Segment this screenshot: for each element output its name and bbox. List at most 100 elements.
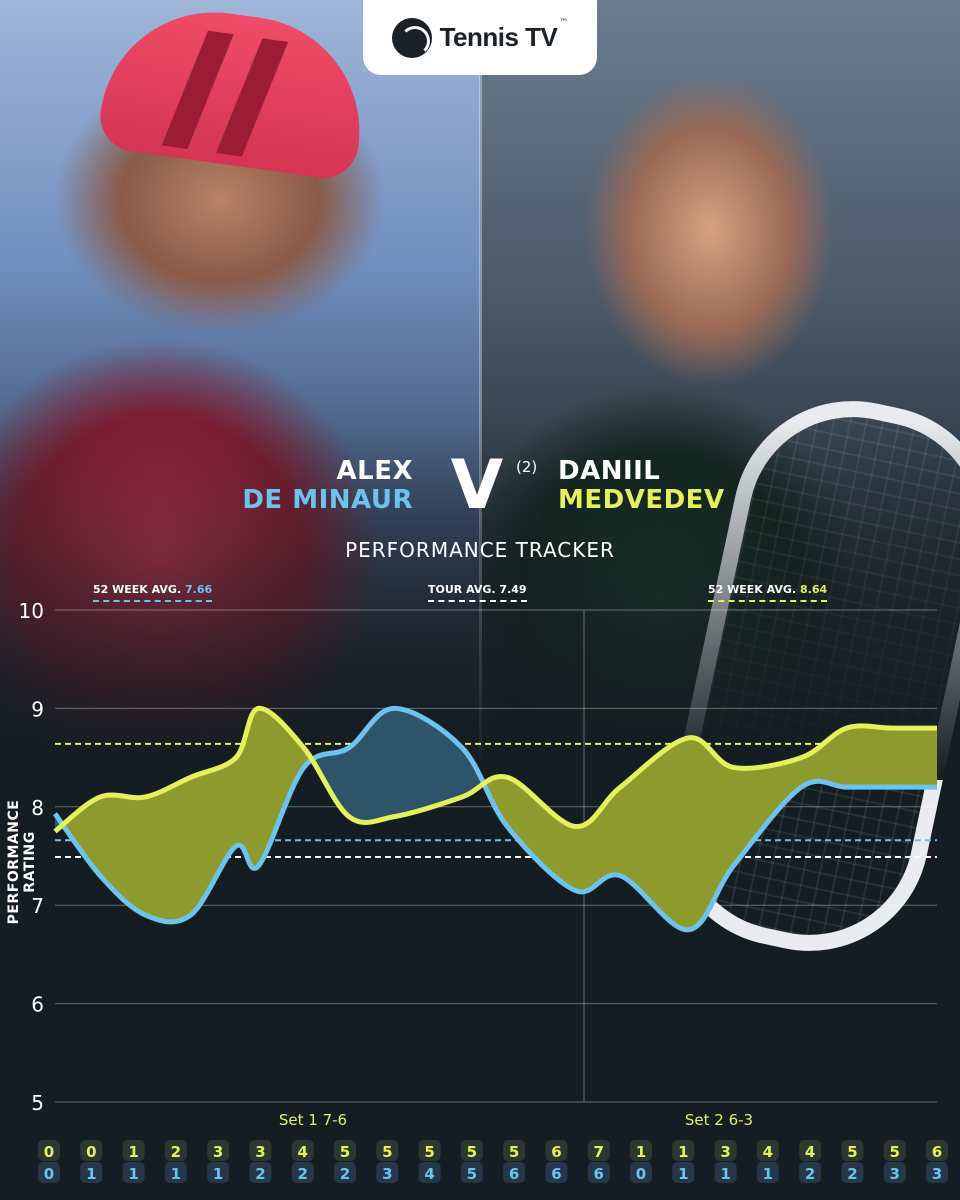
cap-image <box>95 0 375 183</box>
game-chip-bottom-5 <box>249 1162 272 1183</box>
y-tick-label-10: 10 <box>19 599 44 623</box>
game-score-player2-13: 7 <box>593 1143 603 1161</box>
game-chip-top-17 <box>756 1140 779 1161</box>
game-chip-top-6 <box>291 1140 314 1161</box>
player1-average: 52 WEEK AVG. 7.66 <box>93 583 213 602</box>
game-score-player2-11: 5 <box>509 1143 519 1161</box>
y-tick-label-8: 8 <box>31 796 44 820</box>
game-score-player1-10: 5 <box>467 1165 477 1183</box>
game-chip-bottom-7 <box>334 1162 356 1183</box>
game-chip-bottom-2 <box>122 1162 145 1183</box>
game-score-player2-14: 1 <box>636 1143 646 1161</box>
player2-last-name: MEDVEDEV <box>558 485 725 515</box>
set-label-2: Set 2 6-3 <box>685 1111 753 1129</box>
game-chip-top-18 <box>799 1140 822 1161</box>
trademark-symbol: ™ <box>559 18 569 28</box>
game-chip-top-11 <box>503 1140 526 1161</box>
game-chip-bottom-21 <box>926 1162 948 1183</box>
game-score-player1-12: 6 <box>551 1165 561 1183</box>
game-score-player1-7: 2 <box>340 1165 350 1183</box>
game-score-player1-5: 2 <box>255 1165 265 1183</box>
game-chip-top-19 <box>841 1140 864 1161</box>
tour-average: TOUR AVG. 7.49 <box>428 583 527 602</box>
game-score-player2-19: 5 <box>847 1143 857 1161</box>
game-chip-top-20 <box>883 1140 906 1161</box>
game-chip-bottom-10 <box>460 1162 483 1183</box>
y-tick-label-7: 7 <box>31 894 44 918</box>
game-chip-top-15 <box>672 1140 695 1161</box>
game-chip-top-16 <box>714 1140 737 1161</box>
game-score-player1-18: 2 <box>805 1165 815 1183</box>
series-line-player1 <box>52 705 937 933</box>
game-chip-top-9 <box>418 1140 441 1161</box>
player2-average-label: 52 WEEK AVG. <box>708 583 797 596</box>
game-score-player1-3: 1 <box>171 1165 181 1183</box>
player2-first-name: DANIIL <box>558 456 661 486</box>
game-chip-bottom-13 <box>587 1162 610 1183</box>
player1-average-label: 52 WEEK AVG. <box>93 583 182 596</box>
player2-average: 52 WEEK AVG. 8.64 <box>708 583 828 602</box>
game-score-player2-10: 5 <box>467 1143 477 1161</box>
game-score-player1-0: 0 <box>44 1165 54 1183</box>
game-score-player1-16: 1 <box>720 1165 730 1183</box>
game-score-player2-20: 5 <box>889 1143 899 1161</box>
game-chip-bottom-18 <box>799 1162 822 1183</box>
game-chip-bottom-4 <box>207 1162 230 1183</box>
game-score-player1-21: 3 <box>932 1165 942 1183</box>
chart-title: PERFORMANCE TRACKER <box>345 538 615 562</box>
game-chip-top-0 <box>38 1140 60 1161</box>
game-score-player2-6: 4 <box>297 1143 307 1161</box>
game-chip-bottom-12 <box>545 1162 568 1183</box>
game-score-player2-3: 2 <box>171 1143 181 1161</box>
y-tick-label-5: 5 <box>31 1091 44 1115</box>
game-chip-bottom-6 <box>291 1162 314 1183</box>
game-chip-bottom-16 <box>714 1162 737 1183</box>
game-score-player1-8: 3 <box>382 1165 392 1183</box>
player1-last-name: DE MINAUR <box>242 485 413 515</box>
game-chip-bottom-17 <box>756 1162 779 1183</box>
game-chip-bottom-20 <box>883 1162 906 1183</box>
player1-average-value: 7.66 <box>184 583 213 596</box>
game-chip-top-21 <box>926 1140 948 1161</box>
tour-average-value: 7.49 <box>499 583 527 596</box>
game-score-player1-15: 1 <box>678 1165 688 1183</box>
series-line-player2 <box>53 705 937 834</box>
photo-divider <box>479 0 482 760</box>
game-chip-top-12 <box>545 1140 568 1161</box>
game-score-player2-9: 5 <box>424 1143 434 1161</box>
game-score-player1-2: 1 <box>128 1165 138 1183</box>
game-chip-top-5 <box>249 1140 272 1161</box>
set-label-1: Set 1 7-6 <box>279 1111 347 1129</box>
game-chip-top-14 <box>630 1140 652 1161</box>
game-chip-bottom-1 <box>80 1162 103 1183</box>
game-chip-top-1 <box>80 1140 103 1161</box>
versus-label: V <box>450 446 504 525</box>
game-score-player1-20: 3 <box>889 1165 899 1183</box>
game-score-player2-1: 0 <box>86 1143 96 1161</box>
game-score-player1-17: 1 <box>763 1165 773 1183</box>
player1-first-name: ALEX <box>336 456 413 486</box>
game-score-player2-0: 0 <box>44 1143 54 1161</box>
tour-average-label: TOUR AVG. <box>428 583 496 596</box>
game-score-player1-14: 0 <box>636 1165 646 1183</box>
y-axis-label: PERFORMANCE RATING <box>6 799 38 925</box>
game-score-player1-9: 4 <box>424 1165 434 1183</box>
game-chip-bottom-11 <box>503 1162 526 1183</box>
game-score-player2-15: 1 <box>678 1143 688 1161</box>
game-chip-top-8 <box>376 1140 399 1161</box>
game-chip-bottom-14 <box>630 1162 652 1183</box>
game-score-player2-2: 1 <box>128 1143 138 1161</box>
game-chip-top-13 <box>587 1140 610 1161</box>
game-chip-top-7 <box>334 1140 356 1161</box>
game-chip-top-4 <box>207 1140 230 1161</box>
game-score-player1-4: 1 <box>213 1165 223 1183</box>
game-score-player2-21: 6 <box>932 1143 942 1161</box>
game-chip-bottom-15 <box>672 1162 695 1183</box>
game-score-player1-13: 6 <box>593 1165 603 1183</box>
logo-text: Tennis TV <box>439 22 558 52</box>
game-score-player2-18: 4 <box>805 1143 815 1161</box>
game-score-player1-6: 2 <box>297 1165 307 1183</box>
game-chip-top-10 <box>460 1140 483 1161</box>
